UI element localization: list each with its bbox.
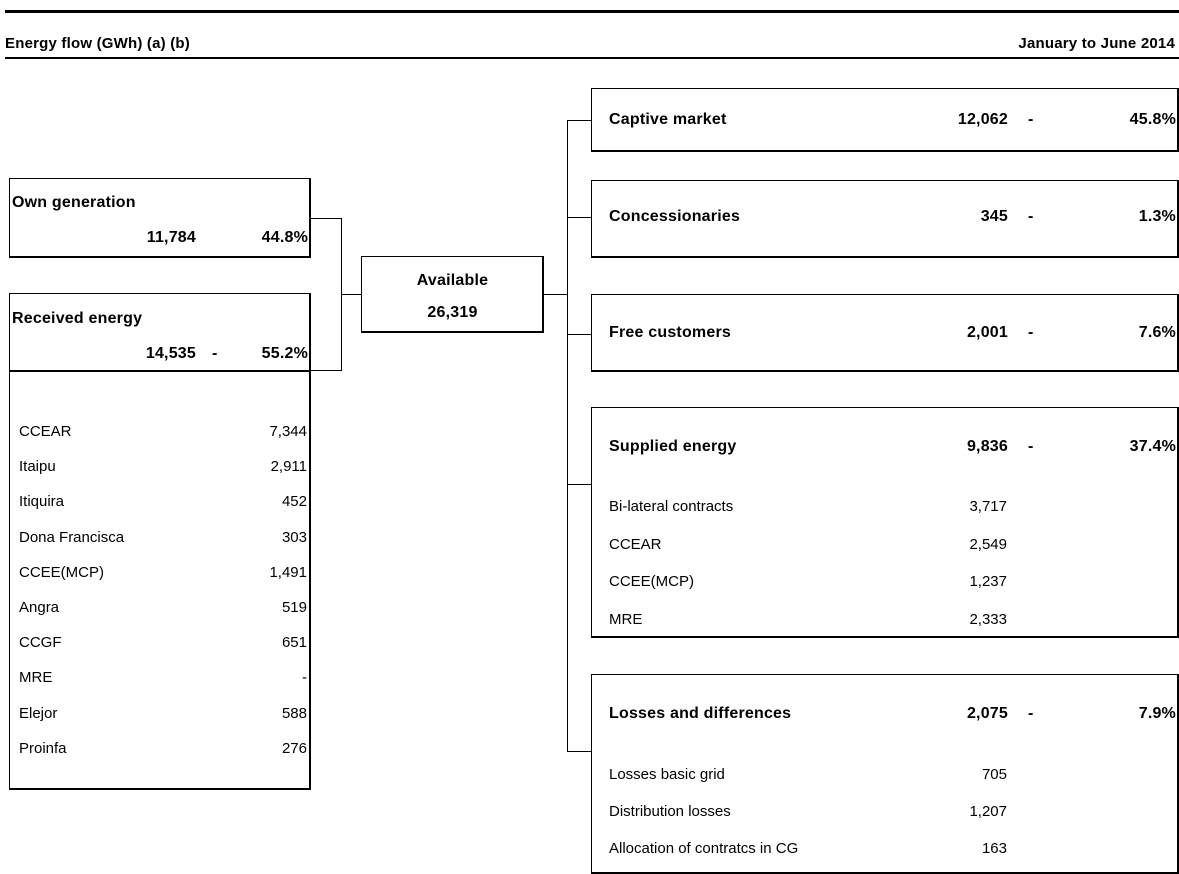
own-generation-box — [9, 178, 311, 258]
losses-label: Losses and differences — [609, 705, 792, 722]
supplied-energy-value: 9,836 — [966, 438, 1008, 455]
top-rule — [5, 10, 1179, 13]
supplied-energy-label: Supplied energy — [609, 438, 737, 455]
connector-supplied — [567, 484, 591, 485]
list-item-value: 2,911 — [270, 458, 307, 476]
own-generation-label: Own generation — [12, 194, 136, 211]
received-breakdown-frame — [9, 370, 311, 790]
list-item-value: - — [302, 669, 307, 687]
supplied-energy-box — [591, 407, 1179, 638]
list-item-value: 7,344 — [269, 423, 307, 440]
received-energy-pct: 55.2% — [261, 345, 308, 362]
list-item-value: 2,549 — [969, 535, 1007, 553]
available-label: Available — [416, 272, 489, 289]
supplied-energy-pct: 37.4% — [1129, 438, 1176, 455]
received-energy-box — [9, 293, 311, 372]
list-item-value: 163 — [981, 840, 1007, 857]
connector-free — [567, 334, 591, 335]
list-item-name: Elejor — [19, 704, 58, 722]
connector-received — [311, 370, 341, 371]
list-item-name: CCEAR — [609, 535, 662, 553]
list-item-value: 303 — [281, 528, 307, 546]
list-item-name: Itaipu — [19, 458, 56, 476]
losses-pct: 7.9% — [1138, 705, 1176, 722]
list-item-value: 519 — [281, 599, 307, 616]
connector-to-available — [341, 294, 362, 295]
list-item-name: Losses basic grid — [609, 766, 725, 783]
diagram-title: Energy flow (GWh) (a) (b) — [5, 35, 190, 52]
list-item-name: Allocation of contratcs in CG — [609, 840, 799, 857]
list-item-name: Dona Francisca — [19, 528, 125, 546]
list-item-value: 651 — [281, 634, 307, 652]
list-item-value: 588 — [281, 704, 307, 722]
connector-concessionaries — [567, 217, 591, 218]
captive-market-dash: - — [1028, 111, 1034, 128]
free-customers-box — [591, 294, 1179, 372]
list-item-name: Distribution losses — [609, 803, 731, 820]
free-customers-dash: - — [1028, 324, 1034, 341]
concessionaries-value: 345 — [980, 208, 1008, 225]
supplied-energy-dash: - — [1028, 438, 1034, 455]
received-energy-value: 14,535 — [145, 345, 196, 362]
list-item-name: MRE — [19, 669, 53, 687]
list-item-name: CCEE(MCP) — [19, 563, 104, 581]
connector-right-vertical — [567, 120, 568, 752]
losses-dash: - — [1028, 705, 1034, 722]
free-customers-value: 2,001 — [966, 324, 1008, 341]
own-generation-value: 11,784 — [146, 229, 196, 246]
list-item-name: Proinfa — [19, 739, 67, 757]
concessionaries-pct: 1.3% — [1138, 208, 1176, 225]
concessionaries-box — [591, 180, 1179, 258]
concessionaries-label: Concessionaries — [609, 208, 741, 225]
list-item-value: 2,333 — [969, 610, 1007, 628]
free-customers-pct: 7.6% — [1138, 324, 1176, 341]
list-item-name: Angra — [19, 599, 60, 616]
captive-market-box — [591, 88, 1179, 152]
list-item-value: 1,491 — [269, 563, 307, 581]
own-generation-pct: 44.8% — [261, 229, 308, 246]
connector-available-out — [544, 294, 568, 295]
list-item-name: CCEE(MCP) — [609, 573, 694, 590]
list-item-name: CCGF — [19, 634, 62, 652]
list-item-value: 3,717 — [969, 498, 1007, 515]
received-energy-label: Received energy — [12, 310, 143, 327]
connector-own-gen — [311, 218, 341, 219]
list-item-value: 452 — [281, 493, 307, 511]
list-item-name: CCEAR — [19, 423, 72, 440]
free-customers-label: Free customers — [609, 324, 731, 341]
list-item-value: 1,237 — [969, 573, 1007, 590]
period-label: January to June 2014 — [1018, 35, 1175, 52]
connector-losses — [567, 751, 591, 752]
list-item-name: Bi-lateral contracts — [609, 498, 734, 515]
list-item-name: MRE — [609, 610, 643, 628]
available-value: 26,319 — [427, 304, 478, 321]
concessionaries-dash: - — [1028, 208, 1034, 225]
list-item-value: 705 — [981, 766, 1007, 783]
captive-market-label: Captive market — [609, 111, 727, 128]
received-energy-dash: - — [212, 345, 218, 362]
header-rule — [5, 57, 1179, 59]
list-item-value: 276 — [281, 739, 307, 757]
losses-value: 2,075 — [966, 705, 1008, 722]
list-item-value: 1,207 — [969, 803, 1007, 820]
available-box — [361, 256, 544, 333]
captive-market-value: 12,062 — [957, 111, 1008, 128]
captive-market-pct: 45.8% — [1129, 111, 1176, 128]
connector-captive — [567, 120, 591, 121]
list-item-name: Itiquira — [19, 493, 65, 511]
